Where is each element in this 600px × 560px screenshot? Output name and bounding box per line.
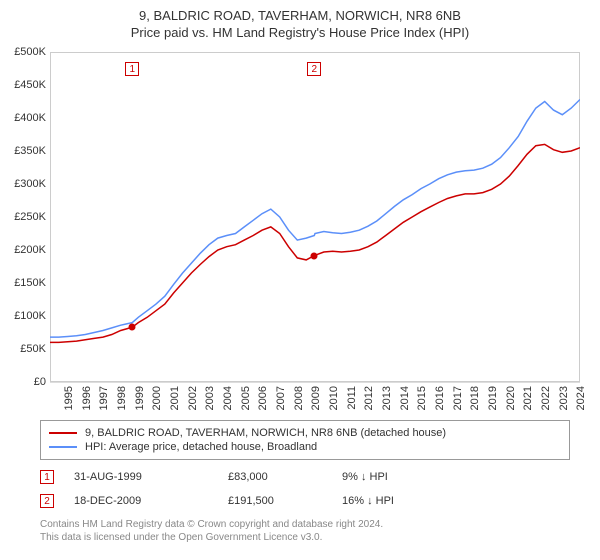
legend-swatch — [49, 446, 77, 448]
sale-price: £191,500 — [228, 495, 338, 507]
y-tick-label: £300K — [2, 178, 46, 190]
down-arrow-icon: ↓ — [361, 471, 367, 483]
x-tick-label: 2013 — [381, 386, 393, 410]
x-tick-label: 2004 — [222, 386, 234, 410]
footer-line: Contains HM Land Registry data © Crown c… — [40, 518, 570, 531]
x-tick-label: 2012 — [363, 386, 375, 410]
x-tick-label: 2006 — [257, 386, 269, 410]
y-tick-label: £250K — [2, 211, 46, 223]
legend-item: HPI: Average price, detached house, Broa… — [49, 441, 561, 453]
x-tick-label: 2010 — [328, 386, 340, 410]
x-tick-label: 2011 — [346, 386, 358, 410]
sale-marker-dot — [311, 252, 318, 259]
y-tick-label: £350K — [2, 145, 46, 157]
y-tick-label: £150K — [2, 277, 46, 289]
x-tick-label: 2007 — [275, 386, 287, 410]
y-tick-label: £200K — [2, 244, 46, 256]
y-tick-label: £500K — [2, 46, 46, 58]
sale-marker-flag: 2 — [307, 62, 321, 76]
sale-marker-box: 1 — [40, 470, 54, 484]
title-subtitle: Price paid vs. HM Land Registry's House … — [0, 25, 600, 40]
y-tick-label: £450K — [2, 79, 46, 91]
x-tick-label: 2005 — [240, 386, 252, 410]
y-tick-label: £50K — [2, 343, 46, 355]
legend-label: 9, BALDRIC ROAD, TAVERHAM, NORWICH, NR8 … — [85, 427, 446, 439]
x-tick-label: 2003 — [204, 386, 216, 410]
title-block: 9, BALDRIC ROAD, TAVERHAM, NORWICH, NR8 … — [0, 0, 600, 40]
line-series-svg — [50, 52, 580, 382]
sale-diff: 9% ↓ HPI — [342, 471, 432, 483]
x-tick-label: 2009 — [310, 386, 322, 410]
x-tick-label: 2015 — [416, 386, 428, 410]
x-tick-label: 2001 — [169, 386, 181, 410]
y-tick-label: £100K — [2, 310, 46, 322]
x-tick-label: 2020 — [505, 386, 517, 410]
x-tick-label: 1996 — [81, 386, 93, 410]
x-tick-label: 2016 — [434, 386, 446, 410]
x-tick-label: 2022 — [540, 386, 552, 410]
y-tick-label: £0 — [2, 376, 46, 388]
chart-container: 9, BALDRIC ROAD, TAVERHAM, NORWICH, NR8 … — [0, 0, 600, 560]
legend: 9, BALDRIC ROAD, TAVERHAM, NORWICH, NR8 … — [40, 420, 570, 460]
legend-label: HPI: Average price, detached house, Broa… — [85, 441, 317, 453]
title-address: 9, BALDRIC ROAD, TAVERHAM, NORWICH, NR8 … — [0, 8, 600, 23]
sale-marker-flag: 1 — [125, 62, 139, 76]
x-tick-label: 1995 — [63, 386, 75, 410]
x-tick-label: 1999 — [134, 386, 146, 410]
sale-date: 31-AUG-1999 — [74, 471, 224, 483]
series-hpi — [50, 100, 580, 338]
x-tick-label: 2021 — [522, 386, 534, 410]
series-price_paid — [50, 144, 580, 342]
y-tick-label: £400K — [2, 112, 46, 124]
x-tick-label: 2014 — [399, 386, 411, 410]
sale-row: 2 18-DEC-2009 £191,500 16% ↓ HPI — [40, 494, 570, 508]
legend-item: 9, BALDRIC ROAD, TAVERHAM, NORWICH, NR8 … — [49, 427, 561, 439]
x-tick-label: 2000 — [151, 386, 163, 410]
x-tick-label: 2024 — [575, 386, 587, 410]
footer-attribution: Contains HM Land Registry data © Crown c… — [40, 518, 570, 544]
x-tick-label: 2017 — [452, 386, 464, 410]
x-tick-label: 1997 — [98, 386, 110, 410]
sale-date: 18-DEC-2009 — [74, 495, 224, 507]
gridline — [50, 382, 580, 383]
bottom-block: 9, BALDRIC ROAD, TAVERHAM, NORWICH, NR8 … — [40, 420, 570, 544]
x-tick-label: 2023 — [558, 386, 570, 410]
x-tick-label: 2019 — [487, 386, 499, 410]
x-tick-label: 2002 — [187, 386, 199, 410]
footer-line: This data is licensed under the Open Gov… — [40, 531, 570, 544]
x-tick-label: 2008 — [293, 386, 305, 410]
sale-marker-box: 2 — [40, 494, 54, 508]
sale-marker-dot — [129, 324, 136, 331]
sale-row: 1 31-AUG-1999 £83,000 9% ↓ HPI — [40, 470, 570, 484]
sale-price: £83,000 — [228, 471, 338, 483]
legend-swatch — [49, 432, 77, 434]
x-tick-label: 2018 — [469, 386, 481, 410]
sale-diff: 16% ↓ HPI — [342, 495, 432, 507]
x-tick-label: 1998 — [116, 386, 128, 410]
down-arrow-icon: ↓ — [367, 495, 373, 507]
